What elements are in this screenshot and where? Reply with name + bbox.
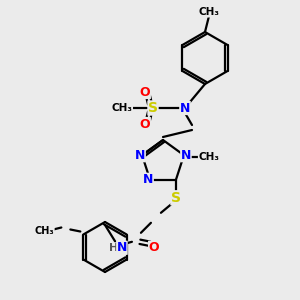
Text: N: N <box>135 149 145 162</box>
Text: N: N <box>181 149 191 162</box>
Text: N: N <box>143 173 153 186</box>
Text: CH₃: CH₃ <box>112 103 133 113</box>
Text: O: O <box>140 118 150 130</box>
Text: N: N <box>180 101 190 115</box>
Text: O: O <box>140 85 150 98</box>
Text: N: N <box>117 241 127 254</box>
Text: CH₃: CH₃ <box>198 152 219 162</box>
Text: CH₃: CH₃ <box>34 226 54 236</box>
Text: S: S <box>148 101 158 115</box>
Text: CH₃: CH₃ <box>199 7 220 17</box>
Text: H: H <box>109 243 119 253</box>
Text: O: O <box>148 241 159 254</box>
Text: S: S <box>171 191 181 205</box>
